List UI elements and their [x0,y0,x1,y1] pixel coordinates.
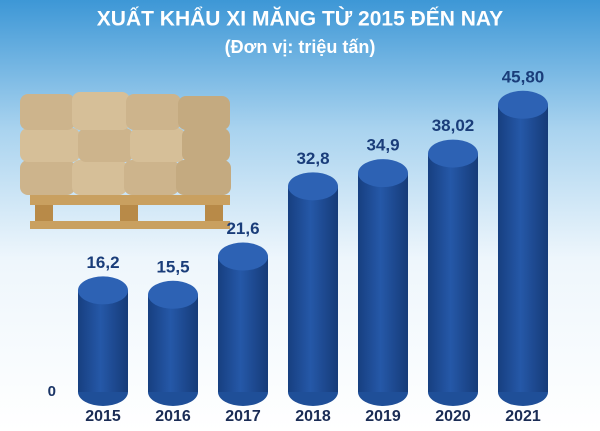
bar-top [358,159,408,188]
bar [358,173,408,392]
chart-title: XUẤT KHẨU XI MĂNG TỪ 2015 ĐẾN NAY [97,7,503,31]
bar [218,256,268,392]
x-tick-label: 2020 [435,408,471,425]
value-label: 38,02 [432,116,475,135]
bar [78,290,128,392]
y-tick-label: 0 [48,383,56,400]
chart-subtitle: (Đơn vị: triệu tấn) [225,37,376,57]
bar [498,104,548,392]
value-label: 21,6 [226,219,259,238]
bar-top [218,242,268,271]
bar [428,153,478,392]
bar-top [498,90,548,119]
x-tick-label: 2015 [85,408,121,425]
value-label: 45,80 [502,67,545,86]
x-tick-label: 2016 [155,408,191,425]
x-tick-label: 2019 [365,408,401,425]
bar-top [428,139,478,168]
value-label: 32,8 [296,149,329,168]
bar [148,294,198,392]
x-tick-label: 2017 [225,408,261,425]
value-label: 15,5 [156,257,189,276]
value-label: 34,9 [366,136,399,155]
pallet-illustration [20,92,231,229]
bar [288,186,338,392]
bar-top [78,276,128,305]
value-label: 16,2 [86,253,119,272]
x-tick-label: 2018 [295,408,331,425]
bar-top [288,172,338,201]
x-tick-label: 2021 [505,408,541,425]
bar-top [148,280,198,309]
